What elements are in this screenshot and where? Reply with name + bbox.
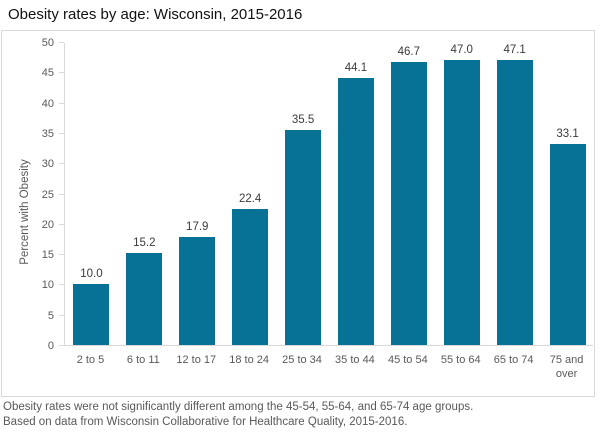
- y-tick-mark: [59, 132, 64, 134]
- bar-value-label: 22.4: [238, 193, 262, 205]
- y-tick-label: 25: [41, 188, 54, 201]
- bar-value-label: 47.0: [450, 44, 473, 56]
- y-tick-mark: [59, 163, 64, 165]
- bar-value-label: 35.5: [291, 114, 315, 126]
- x-axis-labels: 2 to 5 6 to 11 12 to 17 18 to 24 25 to 34 35 …: [64, 353, 593, 393]
- y-tick-mark: [59, 284, 64, 286]
- footnotes: Obesity rates were not significantly dif…: [3, 400, 473, 430]
- bar: [285, 130, 322, 345]
- y-tick-mark: [59, 72, 64, 74]
- bar-value-label: 47.1: [503, 44, 526, 56]
- x-tick-label: 75 and over: [549, 354, 584, 380]
- y-tick-label: 35: [41, 127, 54, 140]
- y-tick-label: 5: [47, 309, 54, 322]
- bar: [126, 253, 163, 345]
- bar-value-label: 17.9: [186, 221, 209, 233]
- plot-area: 10.0 15.2 17.9 22.4 35.5 44.1 46.7 47.0 47.1 33.1: [59, 42, 593, 346]
- y-tick-label: 30: [41, 158, 54, 171]
- y-tick-mark: [59, 102, 64, 104]
- x-tick-label: 45 to 54: [387, 354, 428, 366]
- y-tick-label: 10: [41, 279, 54, 292]
- x-tick-label: 25 to 34: [282, 354, 322, 366]
- x-tick-label: 55 to 64: [440, 354, 481, 366]
- chart-title: Obesity rates by age: Wisconsin, 2015-20…: [8, 6, 303, 23]
- y-tick-label: 50: [41, 37, 54, 49]
- y-tick-label: 40: [41, 97, 54, 110]
- chart-box: Percent with Obesity 0 5 10 15 20 25 30 35 40 45 5…: [1, 30, 595, 397]
- y-tick-mark: [59, 314, 64, 316]
- bar: [390, 62, 427, 345]
- x-tick-label: 12 to 17: [176, 354, 217, 366]
- y-tick-mark: [59, 193, 64, 195]
- y-tick-label: 20: [41, 218, 54, 231]
- bar: [443, 60, 480, 345]
- bar-value-label: 10.0: [80, 268, 103, 280]
- footnote-line: Obesity rates were not significantly dif…: [3, 401, 474, 413]
- footnote-line: Based on data from Wisconsin Collaborati…: [3, 416, 408, 428]
- y-tick-label: 15: [41, 249, 54, 262]
- bar-value-label: 33.1: [556, 128, 579, 140]
- y-axis-tick-labels: 0 5 10 15 20 25 30 35 40 45 50: [2, 37, 54, 352]
- y-tick-label: 45: [41, 67, 54, 80]
- bar-value-label: 44.1: [344, 62, 368, 74]
- bar: [179, 237, 216, 345]
- bar-value-label: 46.7: [397, 46, 421, 58]
- bar: [496, 60, 533, 345]
- x-tick-label: 6 to 11: [126, 354, 160, 366]
- x-tick-label: 2 to 5: [76, 354, 105, 366]
- y-tick-mark: [59, 223, 64, 225]
- bar: [232, 209, 269, 345]
- y-tick-label: 0: [47, 340, 54, 352]
- y-tick-mark: [59, 254, 64, 256]
- bar-value-label: 15.2: [133, 237, 156, 249]
- bar: [549, 144, 586, 345]
- x-tick-label: 35 to 44: [335, 354, 375, 366]
- bar: [337, 78, 374, 345]
- x-tick-label: 65 to 74: [493, 354, 534, 366]
- y-tick-mark: [59, 42, 64, 43]
- x-tick-label: 18 to 24: [229, 354, 270, 366]
- y-tick-mark: [59, 345, 64, 346]
- bar: [73, 284, 110, 345]
